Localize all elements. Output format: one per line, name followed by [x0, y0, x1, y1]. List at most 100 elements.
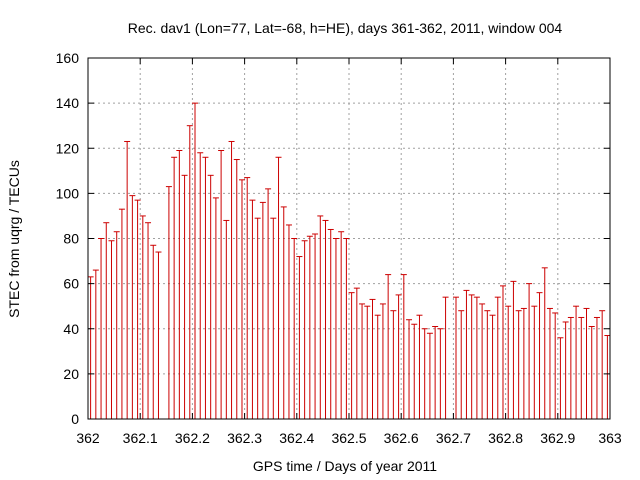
- bar: [113, 231, 120, 419]
- bar: [510, 280, 517, 419]
- bar: [359, 303, 366, 419]
- bar: [484, 310, 491, 419]
- bar: [593, 316, 600, 419]
- bar: [421, 328, 428, 419]
- bar: [181, 174, 188, 419]
- x-tick-label: 362.5: [331, 430, 366, 446]
- bar: [223, 219, 230, 419]
- bar: [479, 303, 486, 419]
- bar: [312, 233, 319, 419]
- bar: [259, 201, 266, 419]
- bar: [588, 325, 595, 419]
- bar: [369, 298, 376, 419]
- bar: [573, 305, 580, 419]
- bar: [379, 303, 386, 419]
- bar: [468, 294, 475, 419]
- bar: [150, 244, 157, 419]
- bar: [197, 152, 204, 419]
- bar: [327, 228, 334, 419]
- chart-title: Rec. dav1 (Lon=77, Lat=-68, h=HE), days …: [128, 20, 563, 36]
- bar: [489, 314, 496, 419]
- bar: [411, 323, 418, 419]
- x-tick-label: 362.8: [488, 430, 523, 446]
- bar: [118, 208, 125, 419]
- bars: [87, 102, 611, 419]
- x-tick-label: 362.6: [384, 430, 419, 446]
- x-tick-label: 362.4: [279, 430, 314, 446]
- bar: [567, 316, 574, 419]
- bar: [176, 150, 183, 419]
- bar: [171, 156, 178, 419]
- y-tick-label: 20: [63, 366, 79, 382]
- bar: [301, 240, 308, 419]
- y-tick-label: 60: [63, 276, 79, 292]
- bar: [546, 307, 553, 419]
- x-tick-label: 362.3: [227, 430, 262, 446]
- grid: [88, 58, 610, 419]
- bar: [207, 174, 214, 419]
- bar: [531, 305, 538, 419]
- bar: [244, 177, 251, 419]
- bar: [494, 296, 501, 419]
- bar: [332, 238, 339, 419]
- y-axis-label: STEC from uqrg / TECUs: [6, 160, 22, 318]
- bar: [374, 314, 381, 419]
- bar: [285, 224, 292, 419]
- x-tick-label: 362: [76, 430, 100, 446]
- bar: [92, 269, 99, 419]
- y-tick-label: 140: [56, 95, 80, 111]
- bar: [338, 231, 345, 419]
- x-tick-label: 362.7: [436, 430, 471, 446]
- bar: [520, 307, 527, 419]
- bar: [406, 319, 413, 419]
- bar: [552, 312, 559, 419]
- bar: [98, 238, 105, 419]
- bar: [343, 238, 350, 419]
- bar: [463, 289, 470, 419]
- bar: [536, 292, 543, 419]
- bar: [317, 215, 324, 419]
- y-axis: 0 20 40 60 80 100 120 140 160: [56, 50, 610, 427]
- bar: [145, 222, 152, 419]
- bar: [103, 222, 110, 419]
- x-tick-label: 362.9: [540, 430, 575, 446]
- bar: [458, 310, 465, 419]
- bar: [306, 235, 313, 419]
- bar: [87, 276, 94, 419]
- y-tick-label: 120: [56, 140, 80, 156]
- bar: [505, 305, 512, 419]
- bar: [124, 140, 131, 419]
- x-tick-label: 362.1: [123, 430, 158, 446]
- bar: [233, 159, 240, 419]
- bar: [228, 140, 235, 419]
- bar: [218, 150, 225, 419]
- bar: [604, 335, 611, 419]
- bar: [453, 296, 460, 419]
- bar: [192, 102, 199, 419]
- bar: [353, 287, 360, 419]
- bar: [275, 156, 282, 419]
- bar: [265, 188, 272, 419]
- y-tick-label: 160: [56, 50, 80, 66]
- y-tick-label: 0: [71, 411, 79, 427]
- bar: [202, 156, 209, 419]
- bar: [395, 294, 402, 419]
- bar: [280, 206, 287, 419]
- bar: [416, 314, 423, 419]
- bar: [212, 197, 219, 419]
- bar: [238, 179, 245, 419]
- bar: [390, 310, 397, 419]
- bar: [583, 307, 590, 419]
- bar: [400, 274, 407, 419]
- bar: [348, 292, 355, 419]
- bar: [155, 251, 162, 419]
- bar: [108, 240, 115, 419]
- bar: [541, 267, 548, 419]
- bar: [426, 332, 433, 419]
- bar: [364, 305, 371, 419]
- bar: [499, 285, 506, 419]
- bar: [526, 283, 533, 419]
- bar: [442, 296, 449, 419]
- bar: [186, 125, 193, 419]
- y-tick-label: 80: [63, 231, 79, 247]
